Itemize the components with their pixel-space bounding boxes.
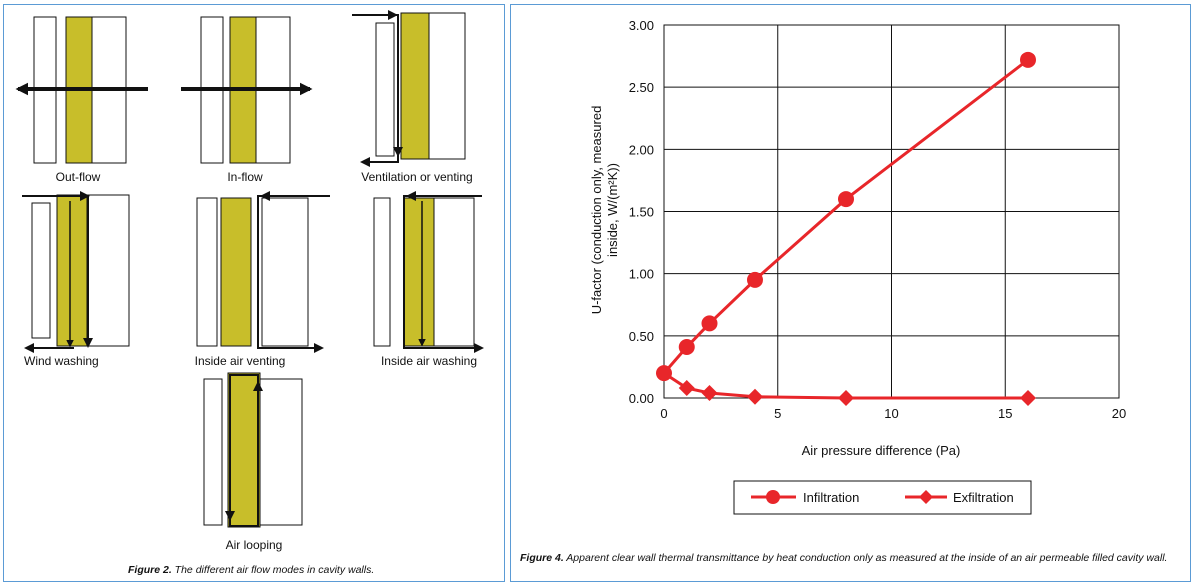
x-tick-labels: 0 5 10 15 20 <box>660 406 1126 421</box>
y-tick-label: 1.50 <box>629 205 654 220</box>
mode-in-flow: In-flow <box>181 16 313 184</box>
data-point-infiltration <box>678 339 695 356</box>
legend-infiltration: Infiltration <box>751 490 859 505</box>
u-factor-chart: 0.00 0.50 1.00 1.50 2.00 2.50 3.00 0 5 10 15 20 U-… <box>589 18 1126 515</box>
data-point-infiltration <box>838 191 854 208</box>
x-axis-label: Air pressure difference (Pa) <box>802 443 961 458</box>
mode-label-air-looping: Air looping <box>226 538 283 552</box>
data-point-exfiltration <box>656 365 672 382</box>
airflow-modes-diagram: Out-flow In-flow Ventilation or venting <box>15 10 484 552</box>
insulation <box>227 372 261 528</box>
mode-label-inside-air-washing: Inside air washing <box>381 354 477 368</box>
insulation <box>403 197 435 347</box>
outer-leaf <box>375 22 395 157</box>
data-point-infiltration <box>1020 51 1036 68</box>
y-tick-labels: 0.00 0.50 1.00 1.50 2.00 2.50 3.00 <box>629 18 654 406</box>
y-tick-label: 0.50 <box>629 329 654 344</box>
mode-label-wind-washing: Wind washing <box>24 354 99 368</box>
figure4-caption: Figure 4. Apparent clear wall thermal tr… <box>520 552 1180 565</box>
mode-inside-air-venting: Inside air venting <box>195 191 330 368</box>
mode-label-in-flow: In-flow <box>227 170 263 184</box>
figure2-caption-text: The different air flow modes in cavity w… <box>171 564 375 576</box>
chart-grid <box>663 24 1120 399</box>
legend-marker-exfiltration <box>919 490 933 504</box>
inner-leaf <box>433 197 475 347</box>
figure2-panel: Out-flow In-flow Ventilation or venting <box>3 4 505 582</box>
mode-label-ventilation: Ventilation or venting <box>361 170 472 184</box>
x-tick-label: 5 <box>774 406 781 421</box>
y-tick-label: 0.00 <box>629 391 654 406</box>
data-point-exfiltration <box>678 380 695 397</box>
legend-label-exfiltration: Exfiltration <box>953 490 1014 505</box>
mode-ventilation: Ventilation or venting <box>352 10 473 184</box>
figure2-caption-label: Figure 2. <box>128 564 172 576</box>
data-point-exfiltration <box>838 390 854 406</box>
legend-exfiltration: Exfiltration <box>905 490 1014 505</box>
x-tick-label: 15 <box>998 406 1012 421</box>
x-tick-label: 20 <box>1112 406 1126 421</box>
data-point-infiltration <box>747 271 763 288</box>
legend-label-infiltration: Infiltration <box>803 490 859 505</box>
mode-label-out-flow: Out-flow <box>56 170 101 184</box>
y-tick-label: 3.00 <box>629 18 654 33</box>
y-tick-label: 1.00 <box>629 267 654 282</box>
mode-out-flow: Out-flow <box>15 16 148 184</box>
legend-marker-infiltration <box>766 490 780 504</box>
outer-leaf <box>203 378 223 526</box>
y-tick-label: 2.00 <box>629 142 654 157</box>
y-axis-label-line1: U-factor (conduction only, measured <box>589 106 604 315</box>
data-point-exfiltration <box>701 385 718 402</box>
inner-leaf <box>86 194 130 347</box>
inner-leaf <box>259 378 303 526</box>
figure4-caption-text: Apparent clear wall thermal transmittanc… <box>563 552 1168 564</box>
insulation <box>220 197 252 347</box>
outer-leaf <box>373 197 391 347</box>
x-tick-label: 0 <box>660 406 667 421</box>
series-line-infiltration <box>662 58 1029 375</box>
y-axis-label-line2: inside, W/(m²K)) <box>605 163 620 257</box>
mode-label-inside-air-venting: Inside air venting <box>195 354 286 368</box>
data-point-exfiltration <box>1020 390 1036 406</box>
figure2-caption: Figure 2. The different air flow modes i… <box>128 564 374 577</box>
insulation <box>56 194 88 347</box>
series-layer <box>656 51 1036 406</box>
y-tick-label: 2.50 <box>629 80 654 95</box>
x-tick-label: 10 <box>884 406 898 421</box>
outer-leaf <box>196 197 218 347</box>
mode-inside-air-washing: Inside air washing <box>373 191 484 368</box>
insulation <box>400 12 430 160</box>
outer-leaf <box>31 202 51 339</box>
mode-air-looping: Air looping <box>203 372 303 552</box>
inner-leaf <box>261 197 309 347</box>
inner-leaf <box>428 12 466 160</box>
data-point-infiltration <box>701 315 718 332</box>
figure4-caption-label: Figure 4. <box>520 552 564 564</box>
mode-wind-washing: Wind washing <box>22 191 130 368</box>
data-point-exfiltration <box>747 388 763 405</box>
figure4-panel: 0.00 0.50 1.00 1.50 2.00 2.50 3.00 0 5 10 15 20 U-… <box>510 4 1191 582</box>
